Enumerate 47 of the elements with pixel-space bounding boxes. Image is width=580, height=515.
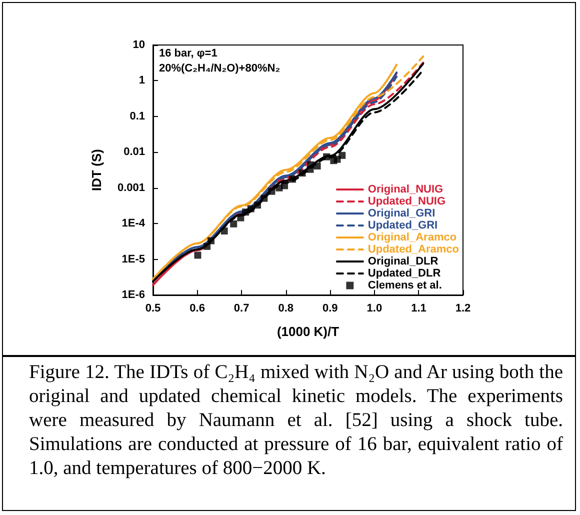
legend-label: Original_GRI [368, 208, 436, 220]
x-tick-label: 0.6 [190, 302, 205, 314]
y-tick-label: 1E-5 [122, 253, 145, 266]
y-tick-label: 1E-4 [122, 218, 146, 230]
legend-label: Original_NUIG [368, 184, 444, 196]
point [268, 188, 276, 195]
legend-label: Updated_GRI [368, 220, 438, 232]
x-tick-label: 0.5 [145, 302, 161, 314]
y-tick-label: 1E-6 [122, 289, 145, 301]
point [220, 227, 228, 234]
x-tick-label: 1.1 [411, 302, 426, 314]
legend-label: Updated_Aramco [368, 244, 460, 256]
y-axis-title: IDT (S) [89, 149, 104, 191]
x-tick-label: 1.0 [366, 302, 382, 314]
y-tick-label: 0.001 [117, 182, 145, 194]
x-tick-label: 0.8 [278, 302, 294, 314]
legend-label: Updated_DLR [368, 268, 441, 280]
point [307, 161, 314, 168]
annotation: 16 bar, φ=1 [159, 48, 218, 60]
x-tick-label: 0.9 [322, 302, 338, 314]
point [338, 152, 346, 159]
legend-label: Clemens et al. [368, 280, 442, 292]
legend-label: Original_Aramco [368, 232, 457, 244]
caption: Figure 12. The IDTs of C₂H₄ mixed with N₂O and Ar using both the original and updated chemical kinetic models. The experiments were measured by Naumann et al. [52] using a shock tube. Simulations are conducted at pressure of 16 bar, equivalent ratio of 1.0, and temperatures of 800−2000 K. [3, 355, 575, 510]
point [254, 202, 262, 209]
point [281, 182, 288, 190]
point [237, 214, 244, 222]
point [247, 205, 254, 212]
point [314, 162, 321, 170]
x-tick-label: 0.7 [234, 302, 250, 314]
y-tick-label: 0.01 [124, 146, 145, 158]
x-axis-title: (1000 K)/T [276, 324, 340, 339]
y-tick-label: 10 [132, 39, 145, 51]
y-tick-label: 1 [138, 74, 145, 87]
point [204, 242, 211, 250]
y-tick-label: 0.1 [130, 110, 145, 122]
annotation: 20%(C₂H₄/N₂O)+80%N₂ [159, 62, 280, 74]
point [208, 237, 215, 244]
legend-label: Original_DLR [368, 256, 438, 268]
point [323, 153, 330, 160]
point [298, 170, 306, 177]
point [260, 194, 268, 202]
point [289, 176, 296, 183]
legend-label: Updated_NUIG [368, 196, 446, 208]
x-tick-label: 1.2 [455, 302, 471, 314]
point [194, 252, 202, 259]
point [230, 220, 238, 228]
